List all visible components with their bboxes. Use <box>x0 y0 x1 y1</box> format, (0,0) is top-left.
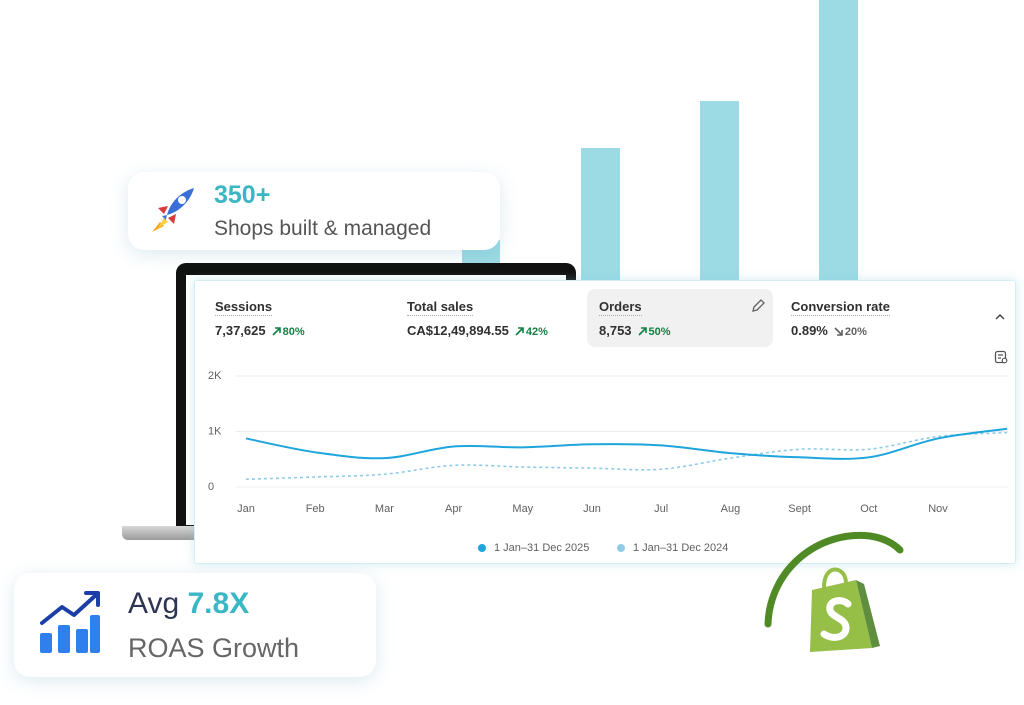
legend-swatch <box>478 544 486 552</box>
x-tick-label: Apr <box>445 503 462 515</box>
metric-value: 7,37,625 80% <box>215 323 305 338</box>
metric-change: 80% <box>282 326 305 338</box>
metric[interactable]: Orders 8,753 50% <box>587 289 773 347</box>
x-tick-label: May <box>512 503 533 515</box>
legend-label: 1 Jan–31 Dec 2024 <box>633 542 728 554</box>
metric-number: 8,753 <box>599 323 632 338</box>
roas-label: ROAS Growth <box>128 633 300 663</box>
roas-value: 7.8X <box>187 587 250 620</box>
metric-value: 0.89% 20% <box>791 323 867 338</box>
y-tick-label: 2K <box>208 370 222 382</box>
x-tick-label: Sept <box>788 503 811 515</box>
series-line <box>245 427 1008 460</box>
metric[interactable]: Total sales CA$12,49,894.55 42% <box>395 289 581 347</box>
x-tick-label: Aug <box>721 503 741 515</box>
collapse-icon[interactable] <box>994 312 1006 322</box>
roas-prefix: Avg <box>128 587 180 620</box>
x-tick-label: Jan <box>237 503 255 515</box>
metric-name: Orders <box>599 299 642 316</box>
x-tick-label: Jul <box>654 503 668 515</box>
x-tick-label: Jun <box>583 503 601 515</box>
shops-label: Shops built & managed <box>214 217 432 240</box>
rocket-icon <box>152 188 194 232</box>
metric-number: 7,37,625 <box>215 323 266 338</box>
deco-bar <box>819 0 858 300</box>
chart-settings-icon[interactable] <box>994 350 1009 365</box>
shops-value: 350+ <box>214 181 271 209</box>
analytics-panel: Sessions 7,37,625 80% Total sales CA$12,4… <box>194 280 1016 564</box>
y-tick-label: 1K <box>208 425 222 437</box>
metric-change: 42% <box>525 326 548 338</box>
y-tick-label: 0 <box>208 481 214 493</box>
x-tick-label: Nov <box>928 503 948 515</box>
shops-card: 350+ Shops built & managed <box>128 172 500 250</box>
x-tick-label: Feb <box>306 503 325 515</box>
roas-card: Avg 7.8X ROAS Growth <box>14 573 376 677</box>
metric-change: 20% <box>844 326 867 338</box>
laptop-base <box>122 526 202 540</box>
metric-name: Conversion rate <box>791 299 890 316</box>
series-line <box>245 431 1008 481</box>
x-tick-label: Mar <box>375 503 394 515</box>
metric-number: 0.89% <box>791 323 828 338</box>
metric-value: 8,753 50% <box>599 323 671 338</box>
deco-bar <box>700 101 739 301</box>
growth-icon <box>40 591 100 653</box>
metric-number: CA$12,49,894.55 <box>407 323 509 338</box>
metric-name: Total sales <box>407 299 474 316</box>
metric-change: 50% <box>648 326 671 338</box>
metric-value: CA$12,49,894.55 42% <box>407 323 548 338</box>
edit-icon[interactable] <box>751 299 765 313</box>
legend-swatch <box>617 544 625 552</box>
deco-bar <box>581 148 620 298</box>
metric[interactable]: Conversion rate 0.89% 20% <box>779 289 965 347</box>
x-tick-label: Oct <box>860 503 877 515</box>
roas-headline: Avg 7.8X <box>128 587 249 621</box>
metric-name: Sessions <box>215 299 273 316</box>
shopify-logo <box>764 531 904 652</box>
metric[interactable]: Sessions 7,37,625 80% <box>203 289 389 347</box>
legend-label: 1 Jan–31 Dec 2025 <box>494 542 589 554</box>
